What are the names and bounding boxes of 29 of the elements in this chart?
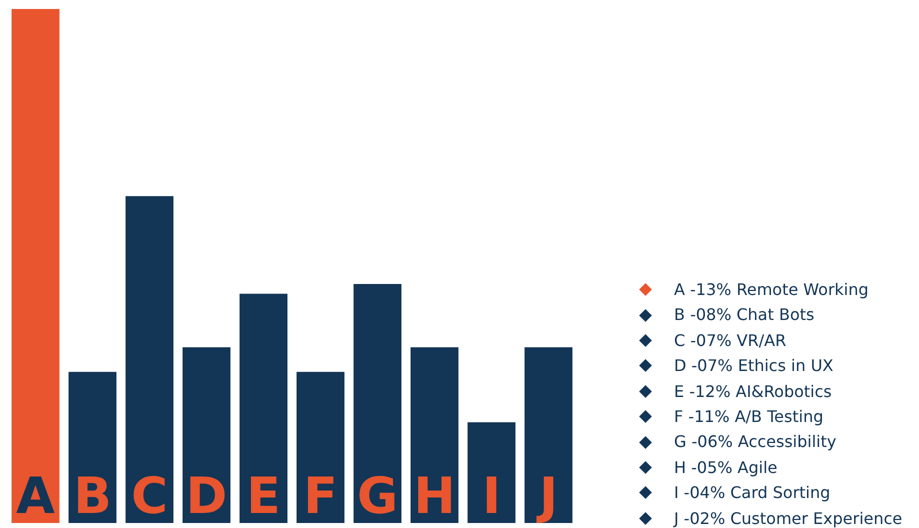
bar: [240, 294, 288, 523]
text: F -11% A/B Testing: [674, 406, 824, 428]
text: E -12% AI&Robotics: [674, 380, 832, 403]
x-tick-label: B: [73, 466, 112, 525]
bar: [410, 347, 458, 523]
x-tick-label: F: [303, 466, 338, 525]
x-tick-label: A: [16, 466, 56, 525]
x-tick-label: H: [414, 466, 456, 525]
text: A -13% Remote Working: [674, 279, 869, 301]
text: B -08% Chat Bots: [674, 304, 814, 326]
bar: [524, 347, 572, 523]
bar: [182, 347, 230, 523]
bar: [12, 9, 60, 523]
x-tick-label: D: [186, 466, 228, 525]
bar: [468, 422, 516, 523]
x-tick-label: I: [482, 466, 501, 525]
bar: [354, 284, 402, 523]
x-tick-label: E: [246, 466, 281, 525]
text: H -05% Agile: [674, 456, 778, 479]
x-tick-label: C: [131, 466, 168, 525]
text: G -06% Accessibility: [674, 431, 836, 454]
x-tick-label: G: [356, 466, 398, 525]
x-tick-label: J: [536, 466, 558, 525]
text: J -02% Customer Experience: [674, 508, 902, 528]
text: I -04% Card Sorting: [674, 482, 830, 504]
text: D -07% Ethics in UX: [674, 355, 834, 378]
bar: [126, 196, 174, 523]
bar: [296, 372, 344, 523]
text: C -07% VR/AR: [674, 330, 786, 352]
